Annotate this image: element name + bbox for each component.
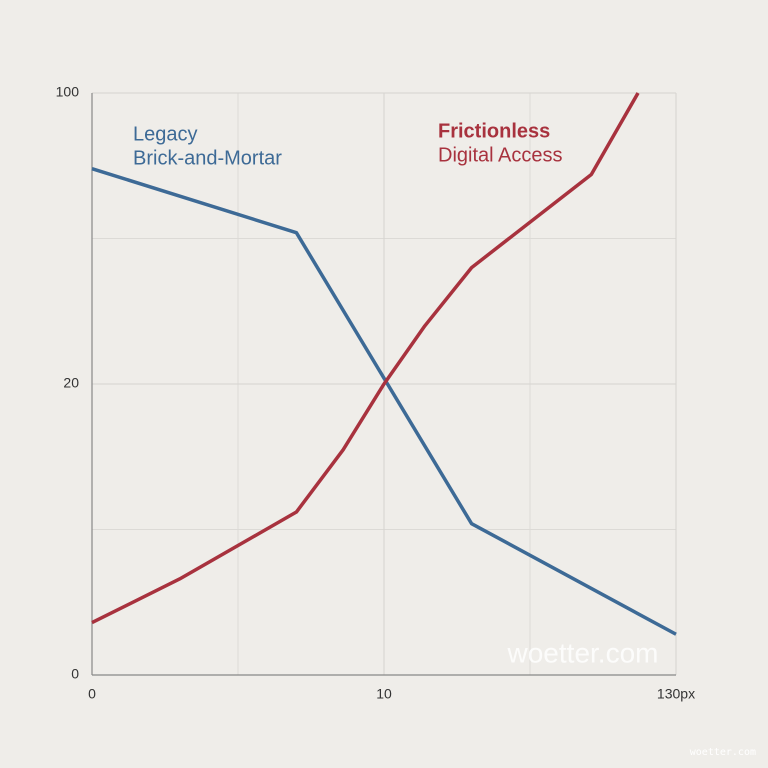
y-tick-label: 0 xyxy=(71,666,79,682)
watermark: woetter.com xyxy=(507,637,659,668)
y-tick-label: 20 xyxy=(63,375,79,391)
line xyxy=(91,92,640,625)
x-tick-label: 0 xyxy=(88,686,96,702)
x-tick-label: 10 xyxy=(376,686,392,702)
corner-mark: woetter.com xyxy=(690,747,756,758)
series-label: Frictionless xyxy=(438,120,550,142)
series-label: Digital Access xyxy=(438,144,563,166)
y-tick-label: 100 xyxy=(56,84,80,100)
series-label: Legacy xyxy=(133,123,198,145)
x-tick-label: 130px xyxy=(657,686,695,702)
line xyxy=(91,166,677,636)
series-label: Brick-and-Mortar xyxy=(133,147,282,169)
